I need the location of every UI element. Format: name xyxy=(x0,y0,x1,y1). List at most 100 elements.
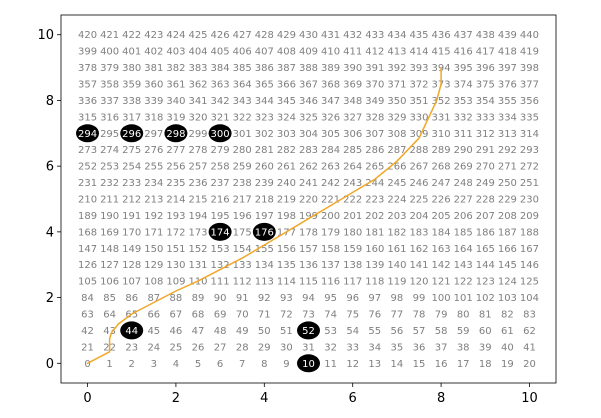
cell-label-428: 428 xyxy=(255,30,274,41)
cell-label-355: 355 xyxy=(498,96,517,107)
cell-label-301: 301 xyxy=(233,129,252,140)
highlight-marker-300 xyxy=(208,124,232,143)
cell-label-219: 219 xyxy=(277,195,296,206)
cell-label-156: 156 xyxy=(277,244,296,255)
cell-label-354: 354 xyxy=(476,96,495,107)
cell-label-384: 384 xyxy=(211,63,230,74)
cell-label-237: 237 xyxy=(211,178,230,189)
cell-label-343: 343 xyxy=(233,96,252,107)
cell-label-250: 250 xyxy=(498,178,517,189)
cell-label-396: 396 xyxy=(476,63,495,74)
highlight-marker-298 xyxy=(164,124,188,143)
cell-label-415: 415 xyxy=(432,47,451,58)
cell-label-215: 215 xyxy=(188,195,207,206)
cell-label-326: 326 xyxy=(321,112,340,123)
cell-label-1: 1 xyxy=(106,359,112,370)
cell-label-379: 379 xyxy=(100,63,119,74)
cell-label-408: 408 xyxy=(277,47,296,58)
cell-label-380: 380 xyxy=(122,63,141,74)
cell-label-435: 435 xyxy=(409,30,428,41)
cell-label-333: 333 xyxy=(476,112,495,123)
cell-label-303: 303 xyxy=(277,129,296,140)
cell-label-37: 37 xyxy=(435,342,448,353)
cell-label-360: 360 xyxy=(144,80,163,91)
cell-label-60: 60 xyxy=(479,326,492,337)
cell-label-93: 93 xyxy=(280,293,293,304)
cell-label-240: 240 xyxy=(277,178,296,189)
cell-label-178: 178 xyxy=(299,227,318,238)
cell-label-80: 80 xyxy=(457,310,470,321)
cell-label-436: 436 xyxy=(432,30,451,41)
cell-label-231: 231 xyxy=(78,178,97,189)
cell-label-417: 417 xyxy=(476,47,495,58)
cell-label-175: 175 xyxy=(233,227,252,238)
cell-label-180: 180 xyxy=(343,227,362,238)
cell-label-364: 364 xyxy=(233,80,252,91)
cell-label-189: 189 xyxy=(78,211,97,222)
cell-label-414: 414 xyxy=(409,47,428,58)
cell-label-304: 304 xyxy=(299,129,318,140)
cell-label-223: 223 xyxy=(365,195,384,206)
cell-label-236: 236 xyxy=(188,178,207,189)
cell-label-411: 411 xyxy=(343,47,362,58)
cell-label-179: 179 xyxy=(321,227,340,238)
cell-label-234: 234 xyxy=(144,178,163,189)
cell-label-188: 188 xyxy=(520,227,539,238)
cell-label-132: 132 xyxy=(211,260,230,271)
cell-label-40: 40 xyxy=(501,342,514,353)
cell-label-177: 177 xyxy=(277,227,296,238)
cell-label-161: 161 xyxy=(387,244,406,255)
cell-label-134: 134 xyxy=(255,260,274,271)
cell-label-251: 251 xyxy=(520,178,539,189)
cell-label-121: 121 xyxy=(432,277,451,288)
cell-label-361: 361 xyxy=(166,80,185,91)
cell-label-19: 19 xyxy=(501,359,514,370)
cell-label-316: 316 xyxy=(100,112,119,123)
x-tick-label-0: 0 xyxy=(83,391,91,406)
cell-label-77: 77 xyxy=(391,310,404,321)
cell-label-222: 222 xyxy=(343,195,362,206)
cell-label-159: 159 xyxy=(343,244,362,255)
cell-label-151: 151 xyxy=(166,244,185,255)
cell-label-226: 226 xyxy=(432,195,451,206)
cell-label-112: 112 xyxy=(233,277,252,288)
cell-label-137: 137 xyxy=(321,260,340,271)
highlight-marker-52 xyxy=(297,321,320,340)
cell-label-13: 13 xyxy=(368,359,381,370)
cell-label-401: 401 xyxy=(122,47,141,58)
cell-label-43: 43 xyxy=(103,326,116,337)
cell-label-172: 172 xyxy=(166,227,185,238)
cell-label-28: 28 xyxy=(236,342,249,353)
x-tick-label-6: 6 xyxy=(349,391,357,406)
cell-label-47: 47 xyxy=(192,326,205,337)
cell-label-107: 107 xyxy=(122,277,141,288)
cell-label-192: 192 xyxy=(144,211,163,222)
cell-label-247: 247 xyxy=(432,178,451,189)
cell-label-81: 81 xyxy=(479,310,492,321)
cell-label-320: 320 xyxy=(188,112,207,123)
cell-label-25: 25 xyxy=(170,342,183,353)
cell-label-335: 335 xyxy=(520,112,539,123)
cell-label-67: 67 xyxy=(170,310,183,321)
cell-label-352: 352 xyxy=(432,96,451,107)
cell-label-15: 15 xyxy=(413,359,426,370)
cell-label-128: 128 xyxy=(122,260,141,271)
cell-label-392: 392 xyxy=(387,63,406,74)
cell-label-97: 97 xyxy=(368,293,381,304)
cell-label-409: 409 xyxy=(299,47,318,58)
cell-label-187: 187 xyxy=(498,227,517,238)
cell-label-83: 83 xyxy=(523,310,536,321)
highlight-marker-296 xyxy=(120,124,144,143)
cell-label-48: 48 xyxy=(214,326,227,337)
cell-label-123: 123 xyxy=(476,277,495,288)
cell-label-243: 243 xyxy=(343,178,362,189)
cell-label-127: 127 xyxy=(100,260,119,271)
cell-label-334: 334 xyxy=(498,112,517,123)
highlight-marker-44 xyxy=(120,321,144,340)
cell-label-157: 157 xyxy=(299,244,318,255)
cell-label-340: 340 xyxy=(166,96,185,107)
cell-label-68: 68 xyxy=(192,310,205,321)
cell-label-73: 73 xyxy=(302,310,315,321)
cell-label-14: 14 xyxy=(391,359,404,370)
